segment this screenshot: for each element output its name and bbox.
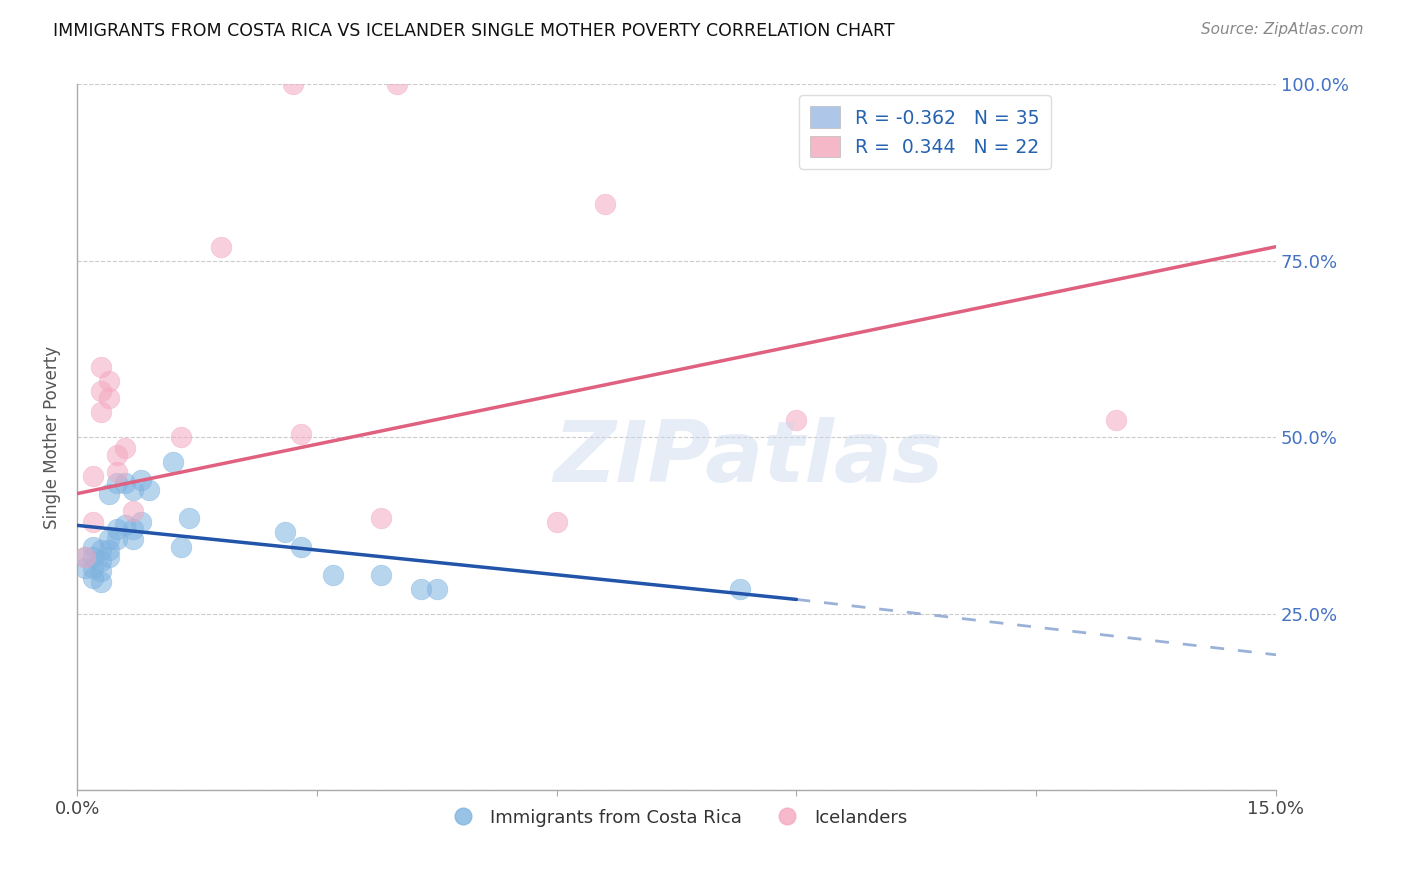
Point <box>370 511 392 525</box>
Point <box>75 560 97 574</box>
Point <box>82 540 104 554</box>
Point <box>75 550 97 565</box>
Point <box>122 483 145 497</box>
Point <box>122 533 145 547</box>
Point <box>90 543 112 558</box>
Point <box>281 78 304 92</box>
Point <box>98 533 121 547</box>
Point <box>730 582 752 596</box>
Point <box>82 571 104 585</box>
Point <box>370 567 392 582</box>
Point <box>409 582 432 596</box>
Point <box>170 540 193 554</box>
Point <box>90 564 112 578</box>
Point <box>170 430 193 444</box>
Point <box>129 515 152 529</box>
Point <box>177 511 200 525</box>
Point <box>129 473 152 487</box>
Point <box>162 455 184 469</box>
Point <box>138 483 160 497</box>
Text: Source: ZipAtlas.com: Source: ZipAtlas.com <box>1201 22 1364 37</box>
Point <box>82 560 104 574</box>
Point <box>114 476 136 491</box>
Text: ZIPatlas: ZIPatlas <box>554 417 943 500</box>
Y-axis label: Single Mother Poverty: Single Mother Poverty <box>44 345 60 529</box>
Point <box>105 476 128 491</box>
Point <box>98 374 121 388</box>
Point <box>105 466 128 480</box>
Point <box>98 486 121 500</box>
Point <box>785 412 807 426</box>
Point <box>1105 412 1128 426</box>
Point <box>82 469 104 483</box>
Point <box>90 574 112 589</box>
Point <box>426 582 449 596</box>
Point <box>546 515 568 529</box>
Point <box>322 567 344 582</box>
Point <box>98 543 121 558</box>
Point <box>105 533 128 547</box>
Point <box>122 522 145 536</box>
Point <box>98 550 121 565</box>
Point <box>90 405 112 419</box>
Point <box>90 359 112 374</box>
Point <box>90 554 112 568</box>
Point <box>75 550 97 565</box>
Point <box>114 518 136 533</box>
Point <box>122 504 145 518</box>
Point <box>593 197 616 211</box>
Point <box>90 384 112 399</box>
Point <box>82 550 104 565</box>
Point <box>274 525 297 540</box>
Point <box>105 522 128 536</box>
Point <box>98 392 121 406</box>
Legend: Immigrants from Costa Rica, Icelanders: Immigrants from Costa Rica, Icelanders <box>439 801 915 834</box>
Point <box>209 240 232 254</box>
Text: IMMIGRANTS FROM COSTA RICA VS ICELANDER SINGLE MOTHER POVERTY CORRELATION CHART: IMMIGRANTS FROM COSTA RICA VS ICELANDER … <box>53 22 896 40</box>
Point <box>105 448 128 462</box>
Point <box>385 78 408 92</box>
Point <box>82 515 104 529</box>
Point <box>290 540 312 554</box>
Point <box>290 426 312 441</box>
Point <box>114 441 136 455</box>
